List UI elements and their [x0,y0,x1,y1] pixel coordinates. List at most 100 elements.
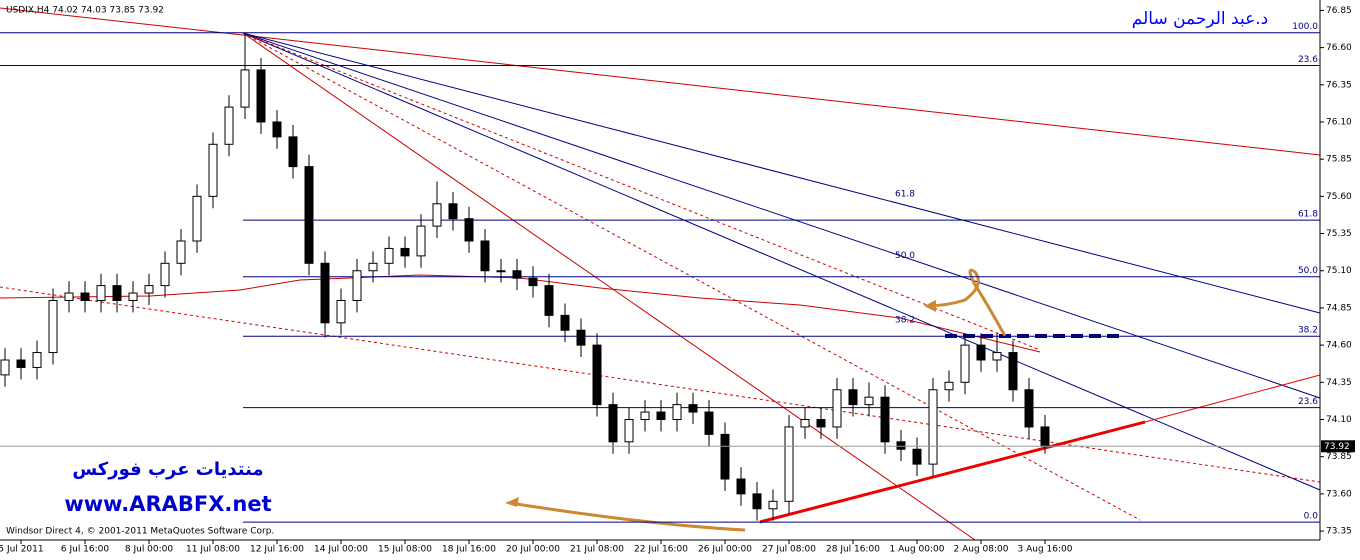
x-tick-label: 8 Jul 00:00 [125,545,174,555]
candle-body [496,270,506,273]
fan-label: 61.8 [895,190,915,200]
fan-line [242,32,1041,351]
fan-line [242,32,976,541]
candle-body [144,285,154,294]
fan-line [242,32,1321,314]
candle-body [656,411,666,421]
candle-body [992,352,1002,361]
candle-body [400,247,410,257]
candle-body [272,121,282,138]
candle-body [208,143,218,197]
y-tick-label: 76.10 [1326,117,1352,127]
candle-body [752,493,762,510]
candle-body [320,262,330,324]
candle-body [912,448,922,465]
candle-body [768,500,778,510]
x-tick-label: 11 Jul 08:00 [186,545,240,555]
candle-body [576,329,586,346]
x-tick-label: 12 Jul 16:00 [250,545,304,555]
footer: Windsor Direct 4, © 2001-2011 MetaQuotes… [6,527,274,537]
trend-line [0,286,1321,483]
candle-body [528,277,538,287]
candle-body [928,389,938,465]
candle-body [448,203,458,220]
y-tick-label: 76.60 [1326,43,1352,53]
y-tick-label: 75.10 [1326,266,1352,276]
fan-label: 38.2 [895,316,915,326]
plot: 100.0 23.6 61.8 61.8 50.0 50.0 38.2 38.2 23.6 0.0 [0,22,1320,523]
candle-body [896,441,906,450]
fib-label: 0.0 [1304,512,1319,522]
forum-name: منتديات عرب فوركس [72,459,263,480]
arrow [929,268,1007,337]
y-tick-label: 76.35 [1326,80,1352,90]
x-tick-label: 27 Jul 08:00 [762,545,816,555]
y-tick-label: 73.35 [1326,527,1352,537]
arrow-head [505,497,519,507]
candle-body [848,389,858,406]
website: www.ARABFX.net [64,492,271,516]
fib-label: 50.0 [1298,266,1318,276]
x-tick-label: 1 Aug 00:00 [890,545,945,555]
x-tick-label: 21 Jul 08:00 [570,545,624,555]
candle-body [512,270,522,279]
support-line [1144,374,1321,423]
y-tick-label: 75.35 [1326,229,1352,239]
candle-body [176,240,186,264]
candle-body [368,262,378,272]
candle-body [1024,389,1034,428]
candle-body [224,106,234,145]
y-tick-label: 74.60 [1326,341,1352,351]
y-tick-label: 75.85 [1326,155,1352,165]
candle-body [80,292,90,301]
fan-line [242,32,1321,399]
candle-body [352,270,362,301]
candle-body [864,396,874,406]
candle-body [192,195,202,242]
candle-body [624,419,634,443]
candle-body [432,203,442,227]
candle-body [160,262,170,287]
arrow-head [924,300,936,312]
candle-body [544,285,554,316]
candle-body [128,292,138,301]
candle-body [32,352,42,368]
candle-body [416,225,426,257]
candle-body [16,359,26,368]
author: د.عبد الرحمن سالم [1132,9,1268,29]
candle-body [960,344,970,383]
x-tick-label: 6 Jul 16:00 [61,545,110,555]
y-tick-label: 74.35 [1326,378,1352,388]
current-price-box [1321,440,1355,453]
support-line [759,420,1146,524]
y-tick-label: 74.10 [1326,415,1352,425]
fib-label: 23.6 [1298,397,1318,407]
arrow [509,501,746,532]
candle-body [736,478,746,495]
x-tick-label: 28 Jul 16:00 [826,545,880,555]
candle-body [96,285,106,301]
candle-body [1040,426,1050,447]
current-price-label: 73.92 [1324,442,1350,452]
candle-body [256,69,266,123]
candle-body [672,404,682,421]
fan-label: 50.0 [895,251,915,261]
x-tick-label: 3 Aug 16:00 [1018,545,1073,555]
y-tick-label: 74.85 [1326,303,1352,313]
candle-body [0,359,10,376]
candle-body [112,285,122,301]
y-tick-label: 75.60 [1326,192,1352,202]
candle-body [64,292,74,301]
candle-body [720,433,730,480]
candle-body [608,404,618,443]
y-tick-label: 73.60 [1326,489,1352,499]
candle-body [688,404,698,413]
candle-body [816,419,826,428]
candle-body [704,411,714,435]
x-tick-label: 5 Jul 2011 [0,545,44,555]
candle-body [832,389,842,428]
x-tick-label: 18 Jul 16:00 [442,545,496,555]
